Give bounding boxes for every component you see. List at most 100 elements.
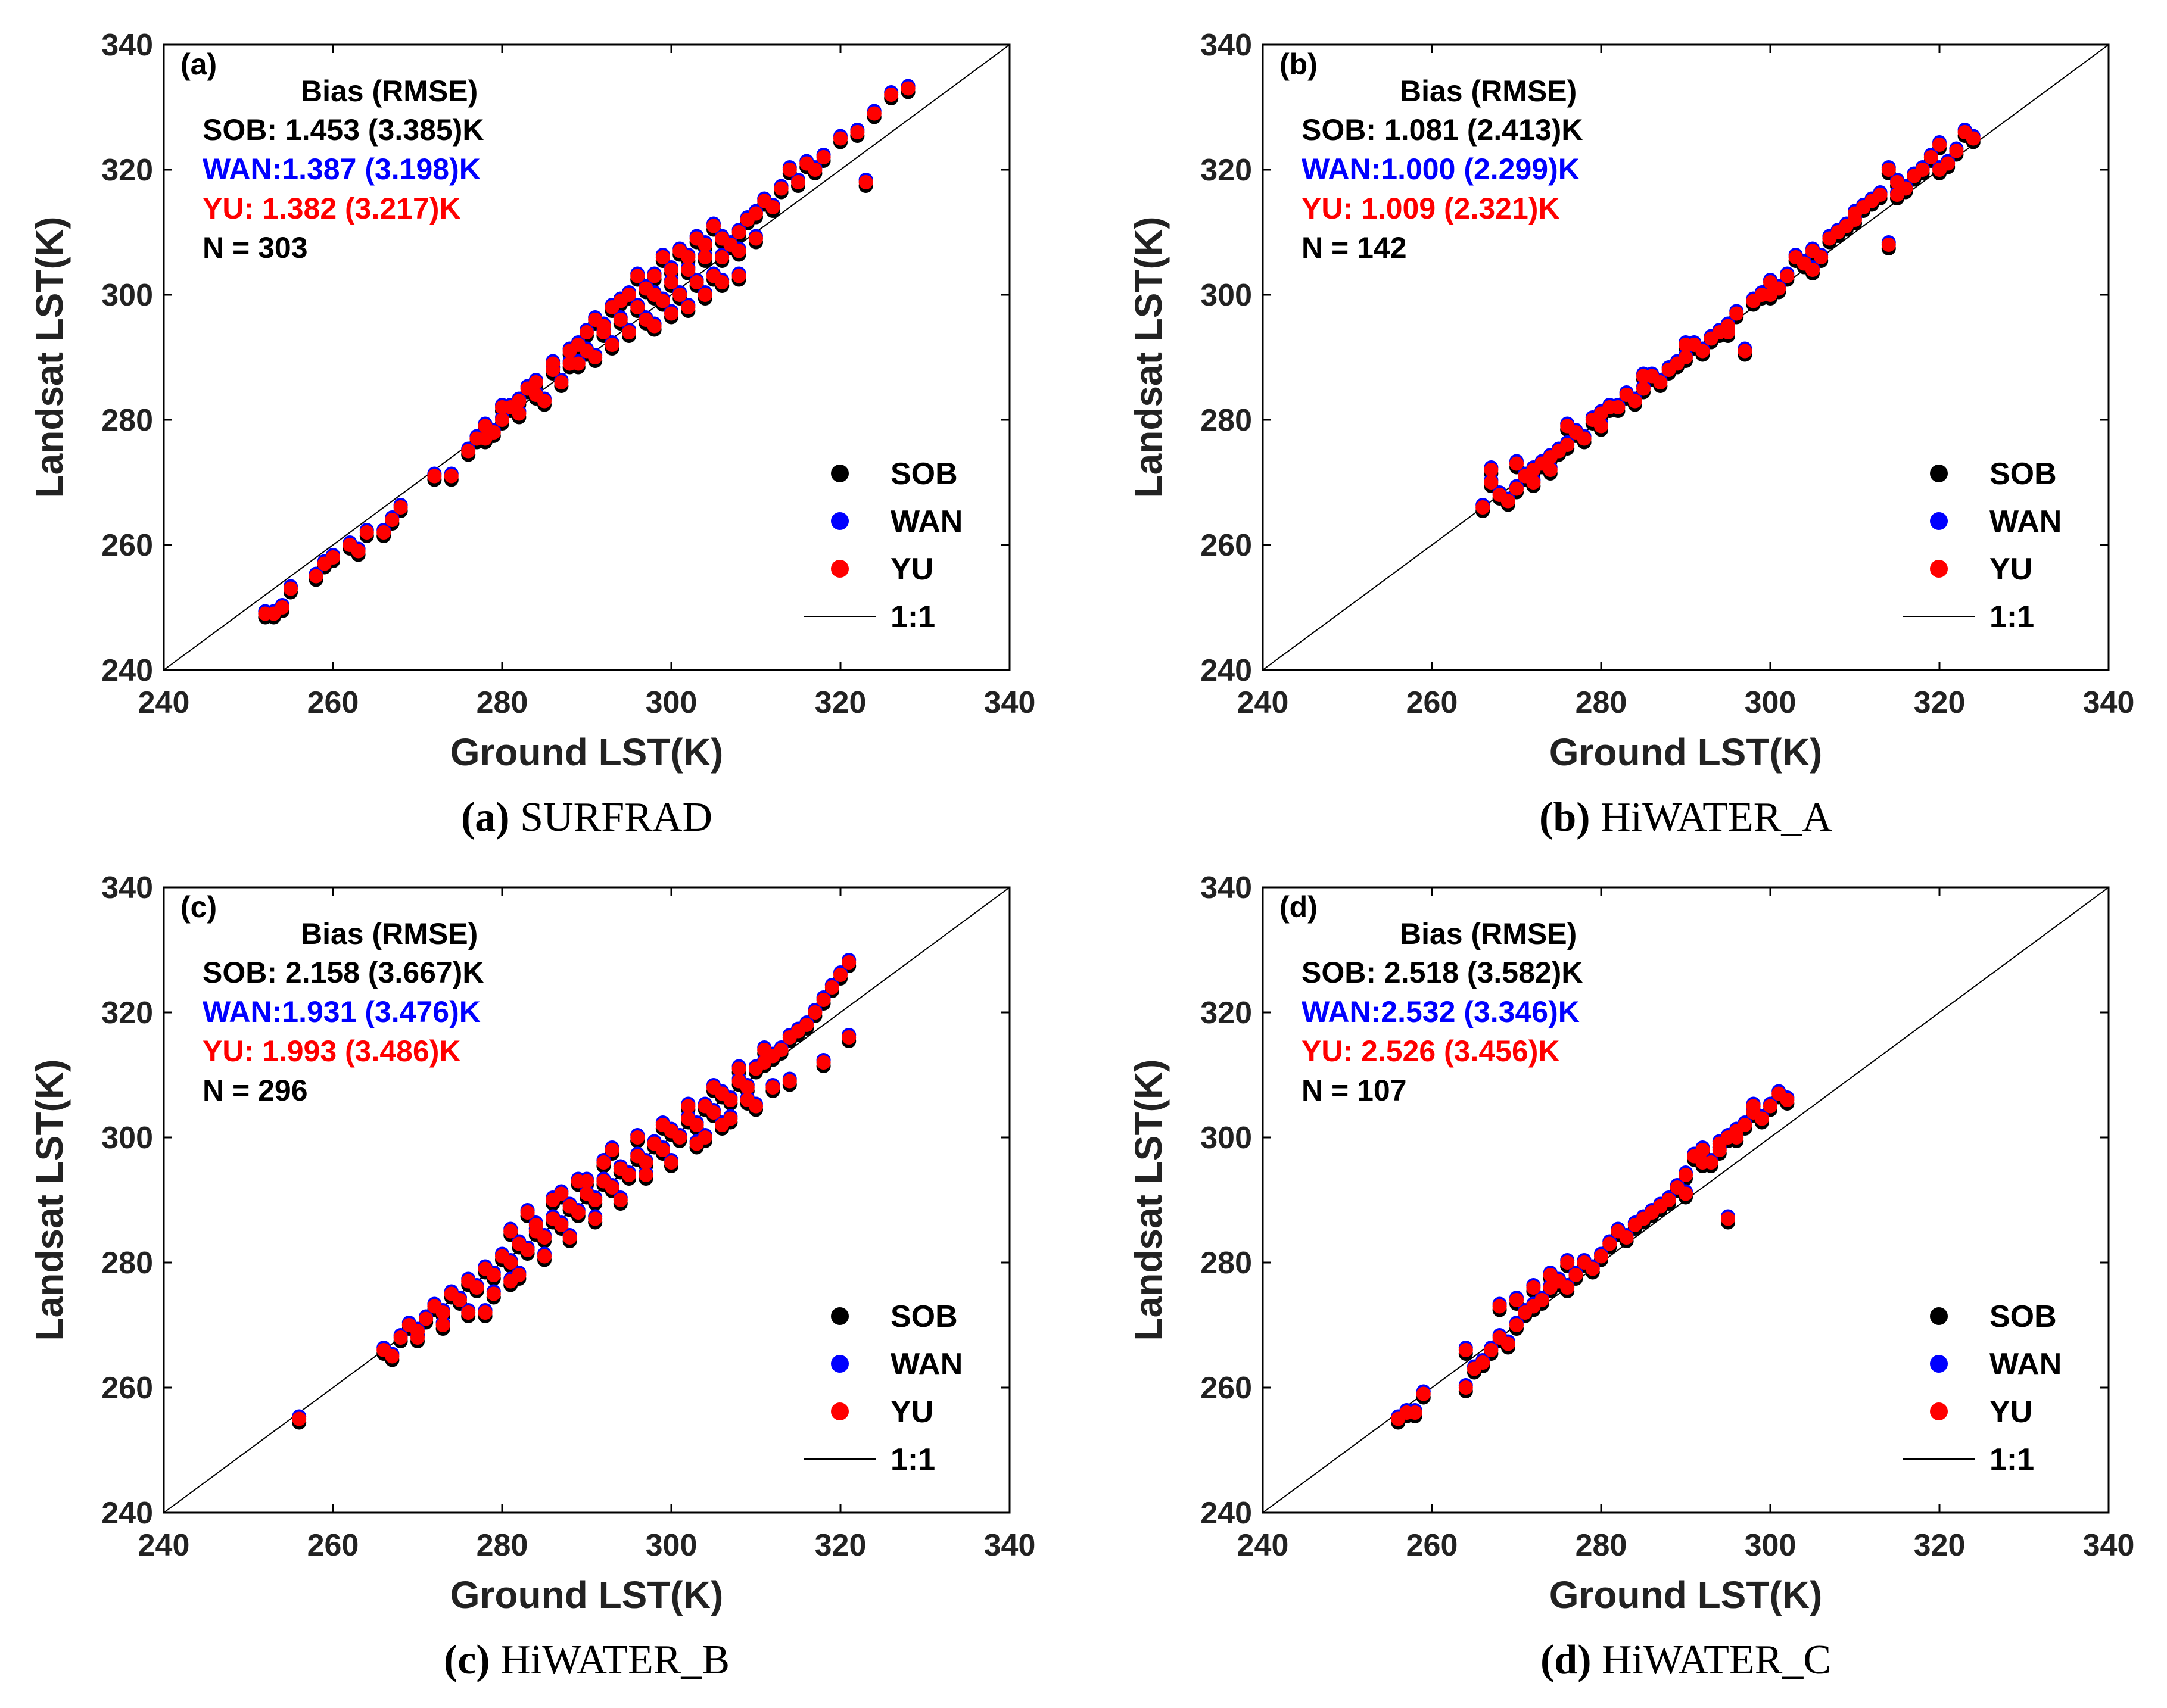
point-yu — [1881, 163, 1896, 177]
legend-label: YU — [1989, 552, 2032, 587]
x-tick-label: 280 — [477, 1528, 528, 1563]
point-yu — [749, 231, 763, 246]
point-yu — [622, 1168, 636, 1182]
y-tick-label: 280 — [101, 403, 153, 438]
point-yu — [639, 281, 653, 296]
point-yu — [1568, 1268, 1583, 1282]
point-yu — [1695, 1143, 1710, 1157]
point-yu — [1416, 1386, 1431, 1401]
point-yu — [1560, 1280, 1575, 1295]
legend-label: 1:1 — [891, 600, 935, 634]
point-yu — [808, 163, 823, 177]
plot-frame — [1262, 886, 2110, 1514]
legend-label: WAN — [1989, 504, 2062, 539]
point-yu — [580, 325, 594, 339]
legend-label: 1:1 — [1989, 1442, 2034, 1477]
point-yu — [351, 544, 366, 559]
point-yu — [782, 1074, 797, 1089]
point-yu — [1475, 500, 1490, 515]
point-yu — [537, 394, 552, 409]
y-tick-label: 240 — [101, 1496, 153, 1531]
point-yu — [1492, 1299, 1507, 1314]
point-yu — [1484, 475, 1499, 490]
point-yu — [1695, 1155, 1710, 1170]
point-yu — [1754, 1111, 1769, 1126]
point-yu — [410, 1330, 425, 1345]
point-yu — [664, 306, 678, 321]
point-yu — [588, 350, 603, 364]
stats-line-sob: SOB: 2.158 (3.667)K — [203, 956, 484, 989]
x-tick-label: 320 — [815, 685, 867, 720]
point-yu — [1661, 1193, 1676, 1207]
point-yu — [731, 269, 746, 283]
point-yu — [1526, 475, 1541, 490]
x-tick-label: 280 — [477, 685, 528, 720]
point-yu — [1679, 1186, 1693, 1201]
legend-label: YU — [891, 1395, 933, 1429]
point-yu — [1585, 1261, 1600, 1276]
legend-marker-wan — [831, 512, 849, 530]
sample-count: N = 296 — [203, 1074, 308, 1107]
point-yu — [1814, 250, 1829, 264]
point-yu — [385, 1349, 400, 1364]
point-yu — [571, 1205, 586, 1220]
legend-marker-yu — [831, 560, 849, 578]
caption-letter: (a) — [461, 794, 510, 840]
stats-line-yu: YU: 1.009 (2.321)K — [1302, 192, 1560, 225]
y-tick-label: 320 — [1200, 996, 1252, 1030]
point-yu — [596, 1155, 611, 1170]
point-yu — [1636, 369, 1651, 384]
point-yu — [664, 275, 678, 289]
point-yu — [1949, 144, 1964, 158]
point-yu — [1500, 494, 1515, 509]
stats-line-sob: SOB: 1.081 (2.413)K — [1302, 113, 1583, 147]
point-yu — [681, 300, 696, 314]
point-yu — [816, 993, 831, 1007]
point-yu — [842, 955, 857, 970]
point-yu — [664, 263, 678, 277]
point-yu — [740, 1080, 755, 1095]
y-tick-label: 260 — [1200, 528, 1252, 563]
y-axis-label: Landsat LST(K) — [28, 217, 71, 498]
x-tick-label: 240 — [138, 1528, 190, 1563]
point-yu — [731, 244, 746, 258]
point-yu — [1932, 163, 1947, 177]
point-yu — [833, 968, 848, 982]
legend-label: YU — [1989, 1395, 2032, 1429]
point-yu — [546, 1193, 561, 1207]
point-yu — [512, 406, 527, 421]
point-yu — [1805, 263, 1820, 277]
legend-label: SOB — [1989, 457, 2057, 491]
point-yu — [689, 1136, 704, 1151]
point-yu — [1484, 1343, 1499, 1357]
point-yu — [435, 1318, 450, 1332]
point-yu — [503, 1224, 518, 1239]
plot-frame — [163, 43, 1011, 671]
y-tick-label: 240 — [1200, 653, 1252, 688]
point-yu — [1721, 325, 1735, 339]
x-tick-label: 300 — [646, 685, 698, 720]
y-tick-label: 340 — [101, 28, 153, 63]
point-yu — [427, 469, 442, 484]
point-yu — [1881, 238, 1896, 252]
point-yu — [1653, 375, 1668, 389]
point-yu — [749, 206, 763, 221]
point-yu — [562, 344, 577, 359]
point-yu — [1890, 188, 1904, 202]
point-yu — [715, 1118, 730, 1132]
y-tick-label: 320 — [101, 996, 153, 1030]
point-yu — [655, 250, 670, 264]
y-tick-label: 300 — [1200, 1121, 1252, 1155]
caption-letter: (d) — [1540, 1637, 1592, 1683]
point-yu — [1475, 1355, 1490, 1370]
stats-line-wan: WAN:1.000 (2.299)K — [1302, 152, 1580, 186]
point-yu — [808, 1005, 823, 1020]
point-yu — [562, 1230, 577, 1245]
point-yu — [588, 1211, 603, 1226]
point-yu — [884, 88, 899, 102]
point-yu — [359, 525, 374, 540]
point-yu — [588, 1193, 603, 1207]
point-yu — [1560, 1255, 1575, 1270]
